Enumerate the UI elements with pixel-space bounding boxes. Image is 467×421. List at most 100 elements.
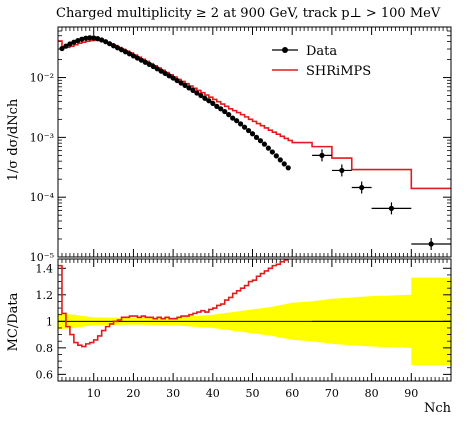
data-point-marker <box>114 45 121 51</box>
data-point <box>75 37 81 44</box>
data-point-marker <box>249 131 256 137</box>
data-point <box>99 37 105 43</box>
data-point-marker <box>214 103 220 109</box>
data-point-marker <box>319 152 325 158</box>
data-point <box>210 100 216 106</box>
data-point-marker <box>154 66 160 72</box>
data-point <box>63 43 69 49</box>
x-tick-label: 60 <box>285 387 299 400</box>
data-point-marker <box>178 80 184 86</box>
data-point-marker <box>59 45 65 52</box>
data-point-marker <box>238 121 244 127</box>
data-point-marker <box>428 241 434 247</box>
data-point <box>170 75 176 81</box>
data-point <box>122 49 129 55</box>
legend: Data SHRiMPS <box>272 44 371 79</box>
main-plot-frame <box>57 26 452 258</box>
data-point-marker <box>162 70 168 77</box>
data-point <box>285 165 291 171</box>
data-point-marker <box>253 134 260 140</box>
main-y-tick-label: 10⁻² <box>30 72 54 85</box>
data-point-marker <box>110 43 117 49</box>
data-point-marker <box>63 43 69 49</box>
data-point-marker <box>134 55 140 61</box>
data-point <box>273 153 279 159</box>
ratio-y-tick-label: 0.8 <box>36 342 54 355</box>
data-point <box>178 80 184 86</box>
data-point <box>265 145 271 151</box>
data-point <box>411 237 451 250</box>
data-point-marker <box>257 138 264 144</box>
data-point-marker <box>285 165 291 171</box>
ratio-plot-frame <box>57 258 452 382</box>
data-point <box>257 138 264 144</box>
data-point <box>59 45 65 52</box>
data-point-marker <box>83 35 89 41</box>
data-point-marker <box>339 167 345 174</box>
data-point <box>150 63 156 70</box>
data-point <box>182 82 188 88</box>
data-point <box>174 77 180 84</box>
data-point-marker <box>194 90 200 96</box>
ratio-y-tick-label: 1.2 <box>36 289 54 302</box>
data-point <box>241 124 248 130</box>
data-point <box>234 118 240 124</box>
data-point-marker <box>118 47 125 53</box>
data-point <box>91 35 97 41</box>
data-point <box>194 90 200 96</box>
data-point <box>146 61 152 67</box>
data-point-marker <box>245 127 252 134</box>
data-point-marker <box>138 57 144 63</box>
data-point <box>118 47 125 53</box>
data-point <box>238 121 244 127</box>
data-point-marker <box>95 36 101 42</box>
data-point-marker <box>91 35 97 41</box>
data-point-marker <box>202 95 208 101</box>
data-point-marker <box>146 61 152 67</box>
x-tick-label: 10 <box>87 387 101 400</box>
data-point <box>202 95 208 101</box>
data-point-marker <box>142 59 148 65</box>
data-point-marker <box>166 73 172 79</box>
legend-data-label: Data <box>306 44 337 59</box>
data-point <box>95 36 101 42</box>
data-point-marker <box>241 124 248 130</box>
data-point <box>79 36 85 42</box>
data-point-marker <box>261 141 268 147</box>
data-point <box>331 164 352 177</box>
data-point <box>269 149 275 155</box>
data-point-marker <box>99 37 105 43</box>
x-tick-label: 40 <box>206 387 220 400</box>
main-y-axis-label: 1/σ dσ/dNch <box>6 98 21 181</box>
shrimps-main-histogram <box>58 39 451 190</box>
data-point <box>198 92 204 99</box>
data-point <box>103 39 109 45</box>
x-tick-label: 30 <box>166 387 180 400</box>
data-point <box>261 141 268 147</box>
data-point <box>162 70 168 77</box>
data-point <box>190 87 196 93</box>
legend-shrimps-label: SHRiMPS <box>306 64 371 79</box>
data-point <box>245 127 252 134</box>
data-point <box>218 106 224 112</box>
data-point-marker <box>122 49 129 55</box>
data-point-marker <box>210 100 216 106</box>
data-point-marker <box>265 145 271 151</box>
data-point-marker <box>359 184 365 191</box>
ratio-y-tick-label: 0.6 <box>36 368 54 381</box>
data-point <box>214 103 220 109</box>
data-point <box>186 85 192 91</box>
data-point-marker <box>158 68 164 74</box>
data-point <box>351 181 372 194</box>
data-point <box>154 66 160 72</box>
main-y-tick-label: 10⁻³ <box>30 131 54 144</box>
legend-data-marker <box>282 47 288 53</box>
data-point-marker <box>269 149 275 155</box>
data-point-marker <box>222 108 228 115</box>
data-point <box>281 161 287 167</box>
data-point <box>158 68 164 74</box>
data-point <box>277 157 283 163</box>
x-tick-label: 50 <box>246 387 260 400</box>
data-point-marker <box>87 35 93 41</box>
ratio-panel: 0.6 0.8 1 1.2 1.4 10 20 30 40 50 60 70 80 90 <box>36 258 452 400</box>
